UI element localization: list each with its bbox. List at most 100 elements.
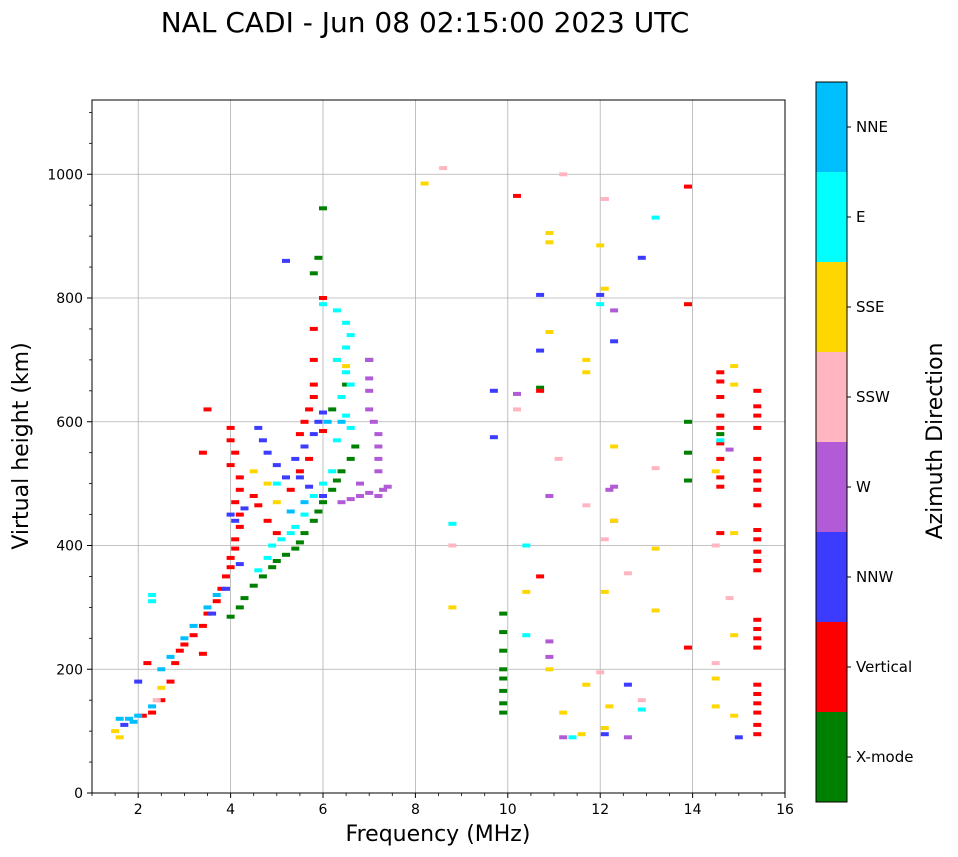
data-point xyxy=(226,565,235,570)
data-point xyxy=(226,614,235,619)
data-point xyxy=(309,432,318,437)
data-point xyxy=(536,574,545,579)
data-point xyxy=(337,500,346,505)
data-point xyxy=(235,512,244,517)
data-point xyxy=(568,735,577,740)
data-point xyxy=(716,370,725,375)
data-point xyxy=(314,255,323,260)
data-point xyxy=(152,698,161,703)
data-point xyxy=(332,357,341,362)
data-point xyxy=(536,292,545,297)
data-point xyxy=(684,478,692,483)
data-point xyxy=(582,357,591,362)
data-point xyxy=(291,546,300,551)
data-point xyxy=(753,682,762,687)
data-point xyxy=(753,732,762,737)
data-point xyxy=(268,543,277,548)
colorbar-label: E xyxy=(856,208,865,226)
data-point xyxy=(365,357,374,362)
x-tick-label: 12 xyxy=(591,802,609,818)
data-point xyxy=(332,478,341,483)
data-point xyxy=(600,732,609,737)
data-point xyxy=(374,444,383,449)
colorbar-segment xyxy=(816,262,847,352)
data-point xyxy=(711,661,720,666)
data-point xyxy=(342,413,351,418)
data-point xyxy=(684,645,692,650)
data-point xyxy=(596,302,605,307)
data-point xyxy=(499,701,508,706)
data-point xyxy=(753,487,762,492)
data-point xyxy=(369,419,378,424)
data-point xyxy=(226,463,235,468)
data-point xyxy=(272,463,281,468)
data-point xyxy=(319,481,327,486)
data-point xyxy=(600,286,609,291)
data-point xyxy=(374,494,383,498)
data-point xyxy=(272,531,281,536)
data-point xyxy=(577,732,586,737)
data-point xyxy=(753,636,762,641)
data-point xyxy=(383,484,392,489)
data-point xyxy=(235,487,244,492)
data-point xyxy=(651,466,660,471)
data-point xyxy=(198,623,207,628)
data-point xyxy=(684,302,692,307)
plot-frame xyxy=(91,99,786,794)
colorbar: X-mode Vertical NNW W SSW SSE E NNE xyxy=(815,81,913,803)
data-point xyxy=(148,599,157,604)
data-point xyxy=(258,574,267,579)
data-point xyxy=(559,735,568,740)
data-point xyxy=(596,670,605,675)
data-point xyxy=(198,450,207,455)
data-point xyxy=(711,704,720,709)
data-point xyxy=(753,568,762,573)
data-point xyxy=(171,661,180,666)
data-point xyxy=(235,475,244,480)
data-point xyxy=(337,395,346,399)
data-point xyxy=(222,586,230,591)
colorbar-label: X-mode xyxy=(856,748,913,766)
x-tick-label: 16 xyxy=(776,802,794,818)
data-point xyxy=(263,450,272,455)
data-point xyxy=(499,676,508,681)
data-point xyxy=(522,543,531,548)
data-point xyxy=(753,478,762,483)
data-point xyxy=(342,370,351,375)
data-point xyxy=(545,240,554,245)
data-point xyxy=(272,481,281,486)
data-point xyxy=(226,555,235,560)
y-tick-label: 800 xyxy=(56,291,83,307)
data-point xyxy=(725,447,734,452)
data-point xyxy=(231,537,240,542)
data-point xyxy=(730,713,739,718)
data-point xyxy=(286,509,295,514)
data-point xyxy=(319,500,327,505)
data-point xyxy=(753,549,762,554)
data-point xyxy=(342,364,351,369)
colorbar-segment xyxy=(816,82,847,172)
data-point xyxy=(651,608,660,613)
data-point xyxy=(716,425,725,430)
data-point xyxy=(148,710,157,715)
data-point xyxy=(226,512,235,517)
data-point xyxy=(545,494,554,498)
data-point xyxy=(356,481,364,486)
data-point xyxy=(115,735,124,740)
data-point xyxy=(582,682,591,687)
data-point xyxy=(536,348,545,353)
y-tick-label: 200 xyxy=(56,662,83,678)
data-point xyxy=(545,639,554,644)
data-point xyxy=(263,518,272,523)
data-point xyxy=(600,726,609,730)
data-point xyxy=(600,537,609,542)
data-point xyxy=(499,630,508,635)
data-point xyxy=(332,438,341,443)
data-point xyxy=(157,685,166,690)
data-point xyxy=(420,181,429,186)
data-point xyxy=(448,521,457,526)
data-point xyxy=(157,698,166,703)
data-point xyxy=(605,487,614,492)
data-point xyxy=(637,707,646,712)
y-tick-label: 600 xyxy=(56,415,83,431)
